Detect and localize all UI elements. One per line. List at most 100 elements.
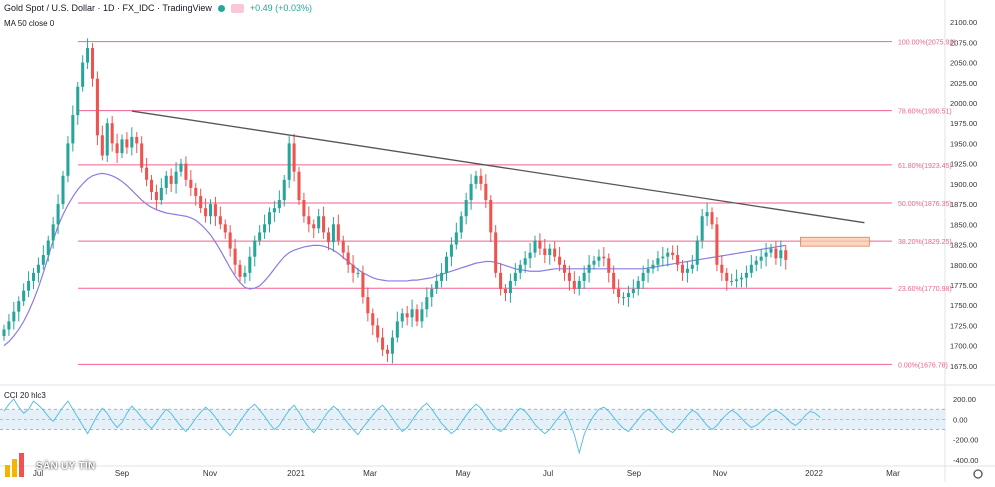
flag-icon[interactable] bbox=[230, 3, 244, 13]
price-tick-label: 1900.00 bbox=[950, 180, 977, 189]
candle-body bbox=[145, 167, 149, 180]
fib-label: 23.60%(1770.98) bbox=[898, 286, 952, 293]
candle-body bbox=[2, 329, 6, 336]
candle-body bbox=[61, 175, 65, 205]
candle-body bbox=[440, 272, 444, 281]
candle-body bbox=[730, 280, 734, 282]
candle-body bbox=[749, 264, 753, 273]
candle-body bbox=[661, 256, 665, 259]
cci-line bbox=[3, 398, 821, 455]
price-tick-label: 1850.00 bbox=[950, 220, 977, 229]
candle-body bbox=[513, 272, 517, 281]
candle-body bbox=[636, 280, 640, 290]
candle-body bbox=[572, 280, 576, 290]
candle-body bbox=[425, 297, 429, 310]
candle-body bbox=[140, 143, 144, 168]
price-tick-label: 2100.00 bbox=[950, 18, 977, 27]
candle-body bbox=[90, 47, 95, 79]
fib-label: 100.00%(2075.92) bbox=[898, 40, 956, 47]
candle-body bbox=[135, 136, 139, 144]
candle-body bbox=[656, 258, 660, 265]
candle-body bbox=[725, 272, 729, 281]
candle-body bbox=[671, 252, 675, 256]
candle-body bbox=[253, 240, 257, 257]
candle-body bbox=[228, 232, 232, 249]
ma-legend[interactable]: MA 50 close 0 bbox=[4, 19, 55, 28]
candle-body bbox=[120, 139, 124, 154]
price-tick-label: 1750.00 bbox=[950, 301, 977, 310]
candle-body bbox=[46, 240, 50, 256]
price-tick-label: 2075.00 bbox=[950, 38, 977, 47]
candle-body bbox=[754, 260, 758, 265]
candle-body bbox=[100, 135, 104, 156]
candle-body bbox=[95, 78, 99, 136]
candle-body bbox=[739, 277, 744, 280]
candle-body bbox=[351, 264, 355, 273]
candle-body bbox=[164, 175, 168, 188]
time-tick-label: 2022 bbox=[805, 469, 823, 478]
cci-tick-label: 0.00 bbox=[953, 415, 968, 424]
candle-body bbox=[376, 325, 380, 338]
candle-body bbox=[567, 272, 571, 281]
candle-body bbox=[474, 175, 478, 184]
price-tick-label: 1725.00 bbox=[950, 321, 977, 330]
descending-trendline bbox=[131, 110, 865, 224]
cci-tick-label: -400.00 bbox=[953, 456, 978, 465]
cci-tick-label: 200.00 bbox=[953, 395, 976, 404]
candle-body bbox=[71, 115, 75, 144]
cci-legend[interactable]: CCI 20 hlc3 bbox=[4, 391, 46, 400]
candle-body bbox=[277, 200, 281, 209]
candle-body bbox=[223, 224, 227, 233]
settings-icon[interactable] bbox=[973, 469, 983, 479]
candle-body bbox=[489, 200, 493, 233]
candle-body bbox=[371, 313, 375, 326]
candle-body bbox=[444, 256, 449, 273]
candle-body bbox=[666, 252, 670, 257]
candle-body bbox=[12, 311, 16, 322]
candle-body bbox=[381, 337, 385, 350]
candle-body bbox=[346, 252, 350, 265]
candle-body bbox=[27, 280, 31, 291]
fib-label: 0.00%(1676.78) bbox=[898, 362, 948, 369]
candle-body bbox=[720, 264, 724, 273]
candle-body bbox=[464, 200, 468, 217]
axes: 2100.00 2075.00 2050.00 2025.00 2000.00 1975.… bbox=[33, 18, 983, 479]
candle-body bbox=[307, 216, 311, 225]
candle-body bbox=[518, 264, 522, 273]
candle-body bbox=[267, 212, 272, 225]
candle-body bbox=[248, 256, 252, 273]
candle-body bbox=[690, 264, 694, 269]
fib-label: 61.80%(1923.45) bbox=[898, 163, 952, 170]
candle-body bbox=[503, 289, 508, 294]
candle-body bbox=[705, 212, 709, 217]
candle-body bbox=[125, 139, 129, 148]
candle-body bbox=[469, 183, 473, 201]
candle-body bbox=[641, 272, 645, 281]
candle-body bbox=[56, 204, 60, 225]
candle-body bbox=[607, 258, 611, 273]
candle-body bbox=[695, 240, 699, 265]
candle-body bbox=[602, 256, 606, 259]
candle-body bbox=[81, 62, 85, 87]
candle-body bbox=[562, 264, 567, 273]
candle-body bbox=[459, 216, 463, 233]
candle-body bbox=[154, 191, 158, 201]
candle-body bbox=[169, 175, 173, 184]
candle-body bbox=[356, 272, 360, 274]
candle-body bbox=[499, 272, 503, 290]
candle-body bbox=[680, 264, 685, 273]
trendline bbox=[131, 110, 865, 224]
candle-body bbox=[86, 47, 90, 63]
logo-text: SÀN UY TÍN bbox=[36, 460, 96, 472]
candle-body bbox=[538, 240, 542, 249]
price-tick-label: 1875.00 bbox=[950, 200, 977, 209]
market-status-icon bbox=[217, 4, 225, 12]
candle-body bbox=[548, 248, 552, 256]
candle-body bbox=[533, 240, 537, 253]
candle-body bbox=[258, 232, 262, 241]
candle-body bbox=[22, 290, 26, 302]
cci-tick-label: -200.00 bbox=[953, 436, 978, 445]
price-tick-label: 1775.00 bbox=[950, 281, 977, 290]
